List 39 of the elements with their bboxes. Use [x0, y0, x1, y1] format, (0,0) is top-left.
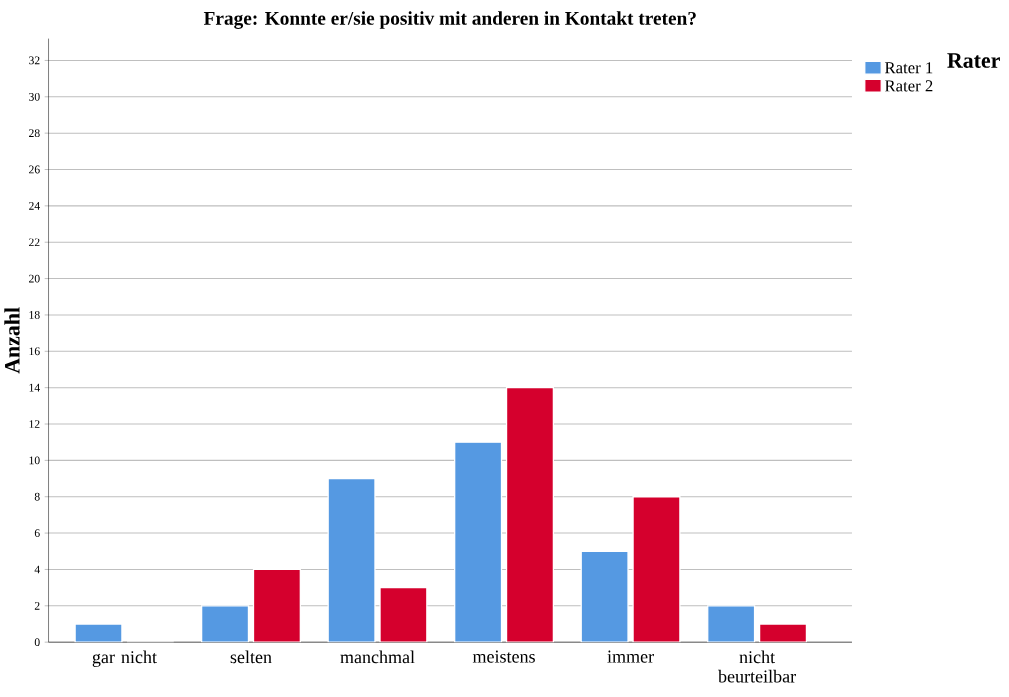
y-tick-label: 26	[29, 165, 40, 174]
bar	[327, 477, 376, 643]
bar	[505, 386, 555, 643]
bar	[707, 605, 756, 643]
y-tick-label: 12	[29, 420, 40, 428]
y-tick-label: 32	[29, 56, 40, 65]
y-tick-label: 30	[29, 92, 40, 101]
y-axis-title: Anzahl	[4, 307, 20, 374]
bar	[580, 550, 629, 643]
bar	[74, 623, 123, 643]
y-tick-label: 22	[29, 238, 40, 246]
x-tick-label: selten	[230, 650, 272, 664]
legend-label: Rater 2	[884, 80, 933, 92]
bar	[454, 441, 503, 643]
y-tick-label: 0	[34, 638, 40, 646]
chart-title: Frage: Konnte er/sie positiv mit anderen in Kontakt treten?	[203, 11, 696, 29]
x-tick-label: gar nicht	[92, 650, 157, 667]
y-tick-label: 16	[29, 347, 40, 356]
x-tick-label: meistens	[472, 650, 535, 663]
bar	[758, 623, 808, 643]
y-tick-label: 28	[29, 129, 40, 137]
y-tick-label: 14	[29, 383, 40, 392]
legend-title: Rater	[947, 53, 1000, 68]
x-tick-label: manchmal	[340, 650, 415, 664]
y-tick-label: 4	[34, 565, 40, 574]
x-tick-label: immer	[607, 650, 654, 663]
y-tick-label: 20	[29, 274, 40, 283]
legend-label: Rater 1	[884, 62, 933, 74]
y-tick-label: 18	[29, 310, 40, 319]
bar	[632, 495, 681, 643]
y-tick-label: 6	[34, 529, 40, 537]
bar	[200, 605, 250, 643]
bar	[379, 586, 428, 643]
y-tick-label: 10	[29, 456, 40, 465]
bar	[252, 568, 301, 643]
y-tick-label: 24	[29, 201, 40, 210]
y-tick-label: 8	[34, 492, 40, 501]
y-tick-label: 2	[34, 601, 40, 610]
x-tick-label: nicht beurteilbar	[718, 650, 796, 683]
